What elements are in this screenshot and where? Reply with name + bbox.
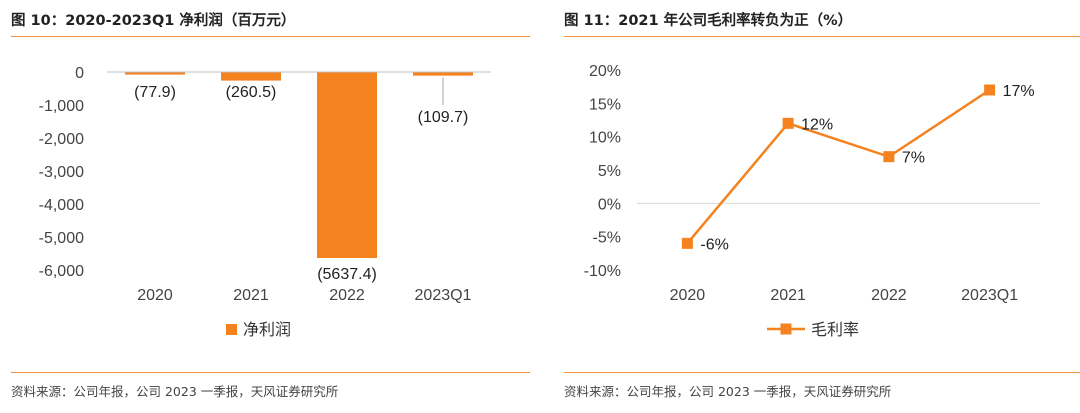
x-tick-label: 2023Q1 (961, 287, 1018, 304)
x-tick-label: 2021 (770, 287, 806, 304)
data-label-2023Q1: (109.7) (418, 109, 469, 126)
bar-2022 (317, 72, 377, 259)
series-line-gross-margin (686, 88, 991, 245)
y-tick-label: 15% (589, 96, 621, 113)
y-tick-label: 0 (75, 65, 84, 82)
y-tick-label: 5% (598, 163, 621, 180)
right-chart-title: 图 11：2021 年公司毛利率转负为正（%） (564, 13, 853, 29)
right-title-rule (564, 36, 1080, 37)
gross-margin-line-chart: 20% 15% 10% 5% 0% -5% -10% -6% 12% 7% 17% 2020 2021 2… (584, 63, 1040, 339)
y-tick-label: 0% (598, 196, 621, 213)
data-label-2021: 12% (801, 116, 833, 133)
y-tick-label: 20% (589, 63, 621, 80)
marker-2021 (782, 117, 794, 129)
data-label-2020: (77.9) (134, 84, 176, 101)
data-label-2020: -6% (700, 236, 728, 253)
left-source-note: 资料来源：公司年报，公司 2023 一季报，天风证券研究所 (11, 384, 339, 399)
y-tick-label: -3,000 (39, 164, 84, 181)
marker-2022 (883, 151, 895, 163)
marker-2020 (681, 237, 693, 249)
left-panel: 图 10：2020-2023Q1 净利润（百万元） 0 -1,000 -2,000 -… (0, 0, 530, 413)
marker-2023Q1 (984, 84, 996, 96)
legend-marker (780, 323, 792, 335)
legend-swatch (226, 324, 237, 335)
data-label-2021: (260.5) (226, 84, 277, 101)
left-footer-rule (11, 372, 530, 373)
left-title-rule (11, 36, 530, 37)
data-label-2022: 7% (902, 150, 925, 167)
y-tick-label: 10% (589, 130, 621, 147)
data-label-2022: (5637.4) (317, 266, 377, 283)
y-tick-label: -2,000 (39, 131, 84, 148)
right-footer-rule (564, 372, 1080, 373)
right-source-note: 资料来源：公司年报，公司 2023 一季报，天风证券研究所 (564, 384, 892, 399)
legend-label: 毛利率 (811, 321, 859, 339)
x-tick-label: 2020 (670, 287, 706, 304)
net-profit-bar-chart: 0 -1,000 -2,000 -3,000 -4,000 -5,000 -6,000 (77… (39, 65, 491, 339)
x-tick-label: 2022 (329, 287, 365, 304)
x-tick-label: 2020 (137, 287, 173, 304)
x-tick-label: 2021 (233, 287, 269, 304)
bar-2021 (221, 72, 281, 81)
y-tick-label: -1,000 (39, 98, 84, 115)
data-label-2023Q1: 17% (1003, 83, 1035, 100)
left-chart-title: 图 10：2020-2023Q1 净利润（百万元） (11, 13, 296, 29)
y-tick-label: -6,000 (39, 263, 84, 280)
y-tick-label: -10% (584, 263, 621, 280)
y-tick-label: -4,000 (39, 197, 84, 214)
y-tick-label: -5% (593, 230, 621, 247)
x-tick-label: 2022 (871, 287, 907, 304)
bar-2020 (125, 72, 185, 75)
right-panel: 图 11：2021 年公司毛利率转负为正（%） 20% 15% 10% 5% 0% -5%… (553, 0, 1080, 413)
bar-2023Q1 (413, 72, 473, 76)
x-tick-label: 2023Q1 (415, 287, 472, 304)
y-tick-label: -5,000 (39, 230, 84, 247)
legend-label: 净利润 (243, 321, 291, 339)
